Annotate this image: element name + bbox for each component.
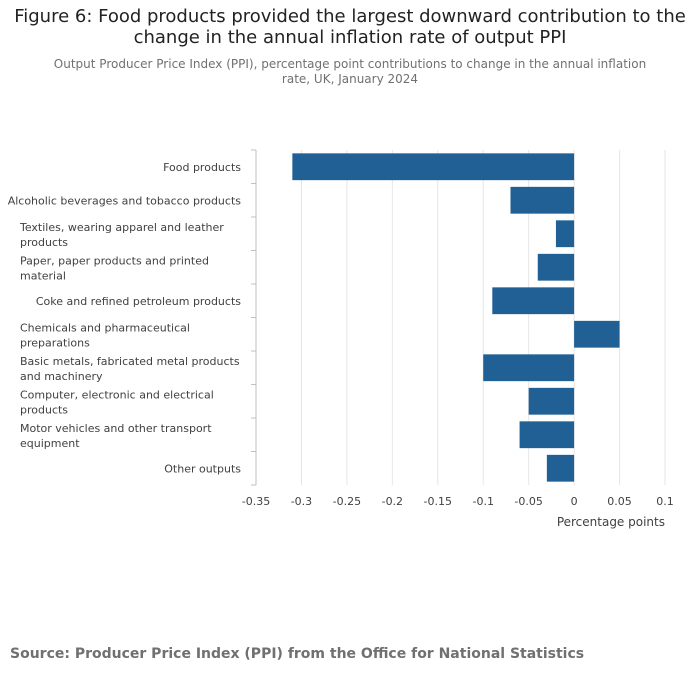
category-label: Other outputs xyxy=(164,462,241,475)
x-tick-label: -0.2 xyxy=(382,495,403,508)
x-axis-title: Percentage points xyxy=(557,515,665,529)
bars xyxy=(292,153,620,482)
category-label: and machinery xyxy=(20,370,103,383)
gridlines xyxy=(251,149,666,486)
x-tick-labels: -0.35 -0.3 -0.25 -0.2 -0.15 -0.1 -0.05 0 0.05 0.1 xyxy=(242,495,674,508)
bar[interactable] xyxy=(492,287,575,315)
chart-subtitle: Output Producer Price Index (PPI), perce… xyxy=(53,57,647,86)
category-label: Computer, electronic and electrical xyxy=(20,388,214,401)
x-tick-label: -0.3 xyxy=(291,495,312,508)
x-tick-label: 0.05 xyxy=(607,495,632,508)
category-label: Chemicals and pharmaceutical xyxy=(20,321,190,334)
category-label: Food products xyxy=(163,161,241,174)
x-tick-label: 0 xyxy=(571,495,578,508)
bar[interactable] xyxy=(528,387,575,415)
bar[interactable] xyxy=(546,454,575,482)
category-label: Coke and refined petroleum products xyxy=(36,295,241,308)
category-labels: Food products Alcoholic beverages and tob… xyxy=(8,161,242,476)
x-tick-label: -0.15 xyxy=(424,495,452,508)
category-label: Basic metals, fabricated metal products xyxy=(20,355,240,368)
category-label: products xyxy=(20,403,68,416)
bar[interactable] xyxy=(519,421,575,449)
category-label: Textiles, wearing apparel and leather xyxy=(19,221,224,234)
x-tick-label: -0.25 xyxy=(333,495,361,508)
x-tick-label: -0.05 xyxy=(514,495,542,508)
bar[interactable] xyxy=(574,320,620,348)
bar[interactable] xyxy=(483,354,575,382)
category-label: preparations xyxy=(20,336,90,349)
bar[interactable] xyxy=(292,153,575,181)
category-label: Alcoholic beverages and tobacco products xyxy=(8,194,242,207)
category-label: equipment xyxy=(20,437,80,450)
bar[interactable] xyxy=(537,253,575,281)
bar[interactable] xyxy=(510,186,575,214)
bar[interactable] xyxy=(555,220,575,248)
category-label: products xyxy=(20,236,68,249)
x-tick-label: -0.35 xyxy=(242,495,270,508)
source-note: Source: Producer Price Index (PPI) from … xyxy=(10,646,585,662)
chart-title: Figure 6: Food products provided the lar… xyxy=(14,6,686,48)
category-label: material xyxy=(20,269,66,282)
category-label: Motor vehicles and other transport xyxy=(20,422,212,435)
x-tick-label: -0.1 xyxy=(472,495,493,508)
x-tick-label: 0.1 xyxy=(656,495,674,508)
category-label: Paper, paper products and printed xyxy=(20,254,209,267)
